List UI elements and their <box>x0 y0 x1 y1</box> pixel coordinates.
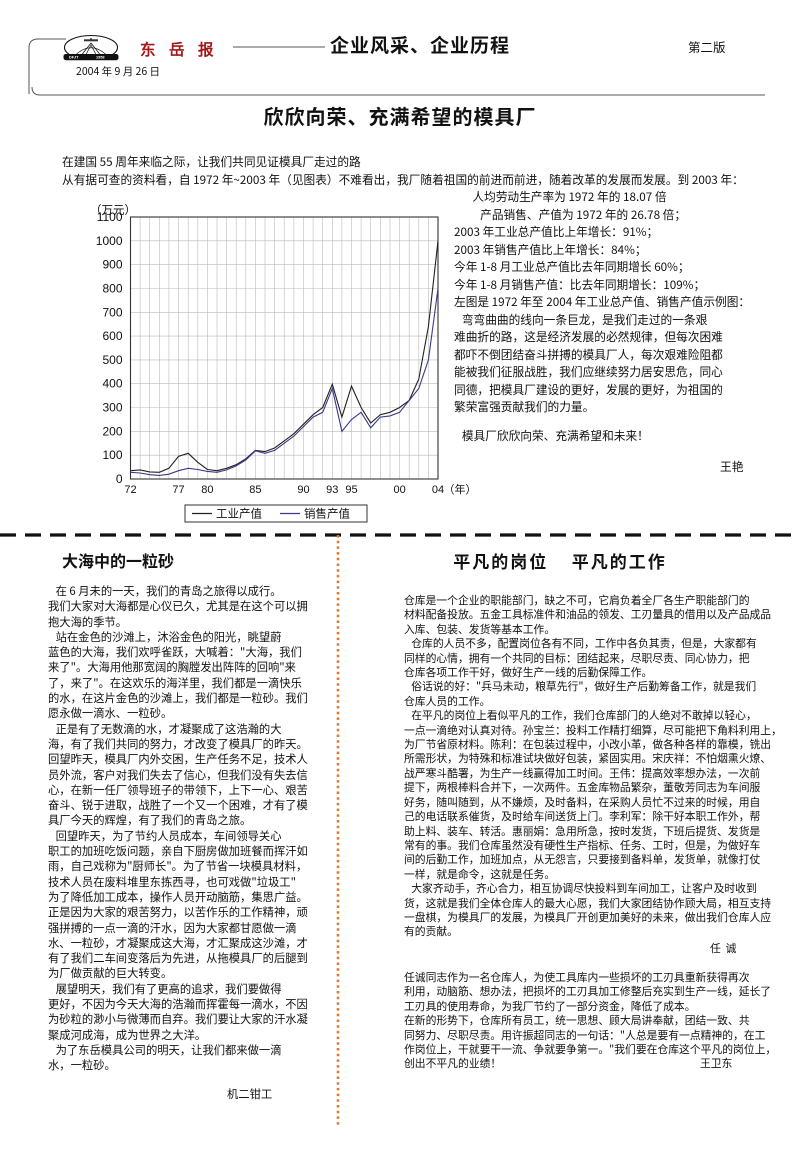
svg-text:100: 100 <box>102 448 122 462</box>
svg-text:（年）: （年） <box>444 481 477 497</box>
svg-text:销售产值: 销售产值 <box>304 506 350 522</box>
svg-text:1000: 1000 <box>96 234 123 248</box>
svg-text:800: 800 <box>102 282 122 296</box>
svg-text:工业产值: 工业产值 <box>216 506 262 522</box>
svg-text:90: 90 <box>297 484 309 496</box>
svg-text:600: 600 <box>102 329 122 343</box>
svg-text:300: 300 <box>102 401 122 415</box>
svg-text:85: 85 <box>249 484 261 496</box>
svg-text:72: 72 <box>124 484 136 496</box>
svg-text:00: 00 <box>393 484 405 496</box>
svg-text:80: 80 <box>201 484 213 496</box>
svg-text:04: 04 <box>432 484 444 496</box>
svg-text:700: 700 <box>102 305 122 319</box>
svg-text:400: 400 <box>102 377 122 391</box>
svg-text:900: 900 <box>102 258 122 272</box>
svg-text:95: 95 <box>345 484 357 496</box>
svg-text:500: 500 <box>102 353 122 367</box>
svg-text:200: 200 <box>102 424 122 438</box>
svg-text:93: 93 <box>326 484 338 496</box>
svg-text:0: 0 <box>116 472 123 486</box>
svg-text:1100: 1100 <box>97 210 123 224</box>
svg-text:77: 77 <box>172 484 184 496</box>
